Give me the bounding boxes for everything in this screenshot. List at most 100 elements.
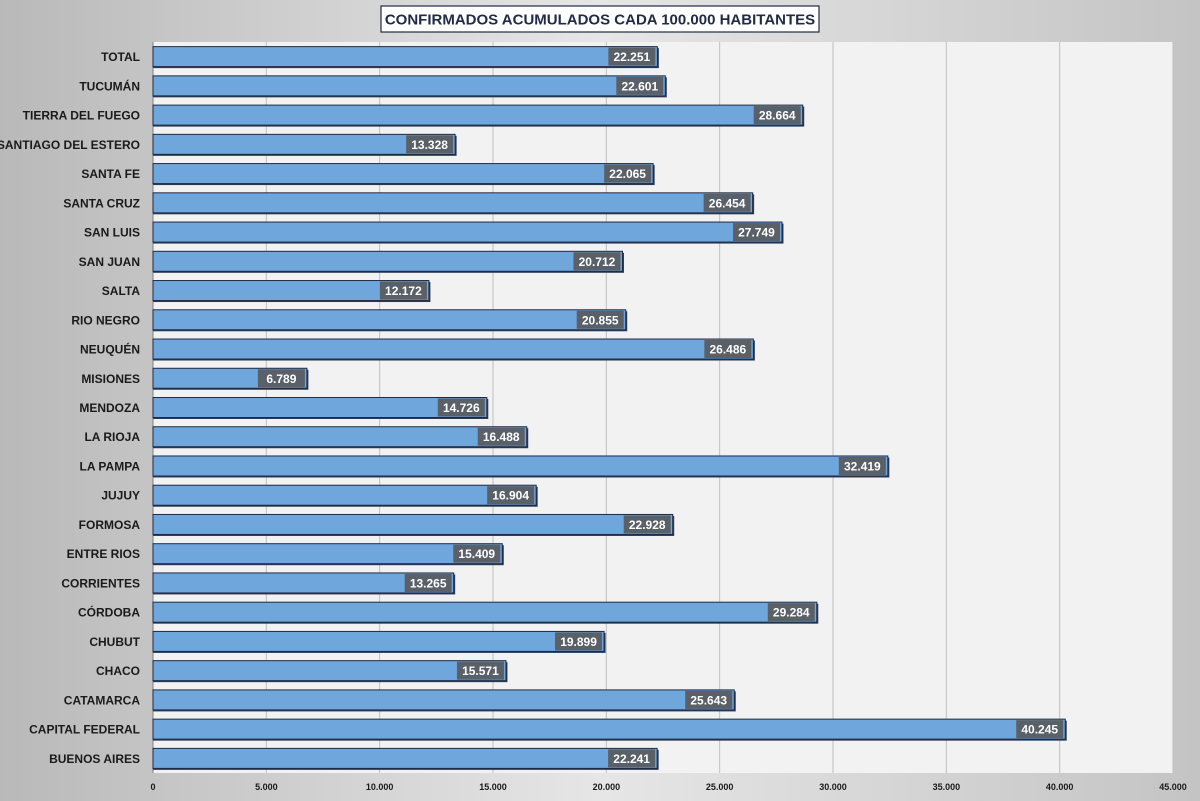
data-label-box xyxy=(604,164,652,183)
category-label: MISIONES xyxy=(81,372,140,386)
x-tick-label: 20.000 xyxy=(593,782,621,792)
data-label-box xyxy=(732,223,780,242)
data-label-box xyxy=(573,252,621,271)
x-tick-label: 10.000 xyxy=(366,782,394,792)
category-label: SANTA FE xyxy=(81,167,140,181)
data-label: 15.409 xyxy=(458,547,495,561)
bar xyxy=(152,543,503,565)
data-label: 20.712 xyxy=(579,255,616,269)
bar xyxy=(152,397,488,418)
data-label: 27.749 xyxy=(738,226,775,240)
bar xyxy=(152,426,528,448)
category-label: CHUBUT xyxy=(89,635,140,649)
data-label: 16.904 xyxy=(492,489,529,503)
category-label: SAN LUIS xyxy=(84,226,140,240)
bar xyxy=(152,338,754,360)
bar xyxy=(152,250,623,272)
bar xyxy=(152,718,1066,740)
data-label: 28.664 xyxy=(759,109,796,123)
data-label: 22.928 xyxy=(629,518,666,532)
data-label-box xyxy=(453,544,501,563)
bar xyxy=(152,192,754,214)
data-label-box xyxy=(703,193,751,212)
x-tick-label: 15.000 xyxy=(479,782,507,792)
data-label: 22.251 xyxy=(614,50,651,64)
category-label: SANTIAGO DEL ESTERO xyxy=(0,138,140,152)
data-label-box xyxy=(608,749,656,768)
bar xyxy=(152,455,889,477)
data-label-box xyxy=(767,603,815,622)
category-label: NEUQUÉN xyxy=(80,342,140,357)
chart-title: CONFIRMADOS ACUMULADOS CADA 100.000 HABI… xyxy=(385,12,815,29)
data-label-box xyxy=(555,632,603,651)
data-label-box xyxy=(608,47,656,66)
bar xyxy=(152,46,658,68)
category-label: BUENOS AIRES xyxy=(49,752,140,766)
x-tick-label: 0 xyxy=(150,782,155,792)
data-label: 15.571 xyxy=(462,664,499,678)
data-label-box xyxy=(456,661,504,680)
data-label-box xyxy=(685,690,733,709)
bar xyxy=(152,747,658,769)
data-label: 22.601 xyxy=(621,79,658,93)
x-tick-label: 5.000 xyxy=(255,782,278,792)
x-tick-label: 45.000 xyxy=(1159,782,1187,792)
bar xyxy=(152,660,507,682)
bar xyxy=(152,75,666,97)
data-label: 16.488 xyxy=(483,430,520,444)
category-label: CORRIENTES xyxy=(61,576,140,590)
data-label-box xyxy=(406,135,454,154)
data-label: 26.454 xyxy=(709,196,746,210)
data-label: 20.855 xyxy=(582,313,619,327)
chart-title-box xyxy=(380,5,820,33)
data-label: 22.241 xyxy=(613,752,650,766)
data-label: 12.172 xyxy=(385,284,422,298)
data-label: 26.486 xyxy=(709,343,746,357)
data-label-box xyxy=(576,310,624,329)
category-label: ENTRE RIOS xyxy=(67,547,140,561)
data-label: 19.899 xyxy=(560,635,597,649)
data-label-box xyxy=(704,340,752,359)
bar xyxy=(152,104,804,126)
category-label: CÓRDOBA xyxy=(78,605,140,620)
bar xyxy=(152,601,818,623)
data-label: 6.789 xyxy=(266,372,296,386)
data-label-box xyxy=(616,76,664,95)
category-label: FORMOSA xyxy=(79,518,141,532)
category-label: TIERRA DEL FUEGO xyxy=(23,109,140,123)
category-label: LA PAMPA xyxy=(80,459,141,473)
data-label-box xyxy=(404,573,452,592)
data-label-box xyxy=(379,281,427,300)
bar xyxy=(152,689,735,711)
data-label: 14.726 xyxy=(443,401,480,415)
bar xyxy=(152,133,456,155)
data-label: 40.245 xyxy=(1021,723,1058,737)
data-label: 22.065 xyxy=(609,167,646,181)
category-label: TOTAL xyxy=(101,50,140,64)
bar xyxy=(152,309,627,331)
data-label-box xyxy=(257,369,305,388)
category-label: JUJUY xyxy=(101,489,140,503)
x-tick-label: 35.000 xyxy=(933,782,961,792)
data-label-box xyxy=(838,456,886,475)
bar xyxy=(152,163,654,185)
data-label: 25.643 xyxy=(690,693,727,707)
category-label: CAPITAL FEDERAL xyxy=(29,723,140,737)
data-label-box xyxy=(437,398,485,417)
x-tick-label: 30.000 xyxy=(819,782,847,792)
data-label-box xyxy=(623,515,671,534)
data-label: 32.419 xyxy=(844,459,881,473)
x-tick-label: 40.000 xyxy=(1046,782,1074,792)
data-label: 13.265 xyxy=(410,576,447,590)
category-label: LA RIOJA xyxy=(84,430,140,444)
data-label-box xyxy=(1016,720,1064,739)
data-label-box xyxy=(753,106,801,125)
category-label: SALTA xyxy=(102,284,141,298)
category-label: SAN JUAN xyxy=(79,255,140,269)
category-label: MENDOZA xyxy=(79,401,140,415)
bar xyxy=(152,513,674,535)
x-tick-label: 25.000 xyxy=(706,782,734,792)
data-label-box xyxy=(487,486,535,505)
data-label: 29.284 xyxy=(773,606,810,620)
